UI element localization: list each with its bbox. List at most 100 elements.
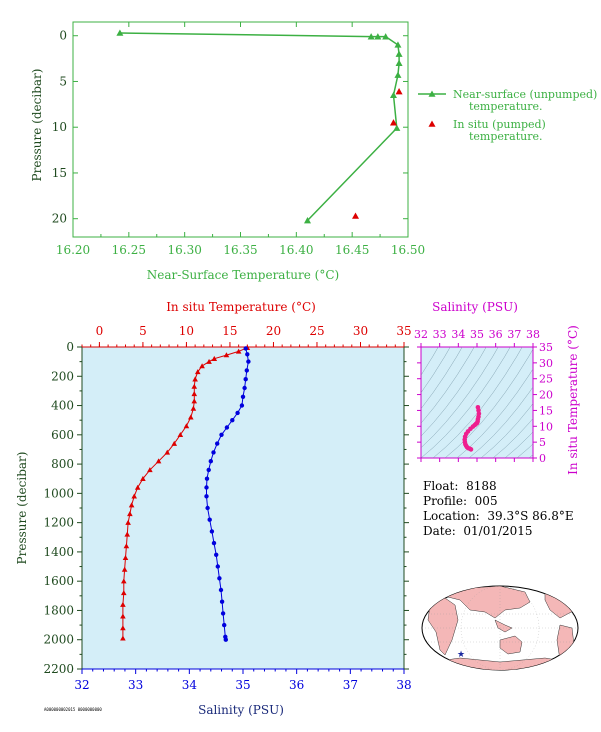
near-surface-unpumped-point <box>382 33 390 40</box>
ts-density-contour <box>421 347 439 376</box>
temperature-point <box>187 414 194 420</box>
location-value: 39.3°S 86.8°E <box>487 509 574 523</box>
legend-pumped-marker <box>428 120 436 127</box>
ts-x-tick-label: 37 <box>507 328 521 341</box>
ts-y-tick-label: 20 <box>539 389 553 402</box>
temperature-point <box>177 432 184 438</box>
ts-y-tick-label: 30 <box>539 357 553 370</box>
salinity-point <box>211 450 216 455</box>
profile-y-tick-label: 2200 <box>43 662 74 676</box>
date-value: 01/01/2015 <box>463 524 533 538</box>
ts-density-contour <box>421 347 463 409</box>
salinity-point <box>207 517 212 522</box>
temperature-point <box>155 458 162 464</box>
profile-y-tick-label: 2000 <box>43 633 74 647</box>
ts-density-contour <box>421 347 487 437</box>
near-surface-x-tick-label: 16.45 <box>335 243 369 257</box>
temperature-point <box>125 519 131 525</box>
legend-pumped-label-2: temperature. <box>469 130 543 143</box>
salinity-point <box>204 476 210 481</box>
star-icon: ★ <box>457 650 465 660</box>
temperature-point <box>235 348 242 354</box>
map-eurasia <box>439 586 531 619</box>
profile-y-tick-label: 1600 <box>43 574 74 588</box>
salinity-point <box>208 459 213 464</box>
near-surface-x-tick-label: 16.50 <box>391 243 425 257</box>
near-surface-unpumped-point <box>116 29 124 36</box>
salinity-point <box>222 622 227 628</box>
near-surface-x-tick-label: 16.25 <box>112 243 146 257</box>
salinity-point <box>209 529 215 534</box>
near-surface-unpumped-point <box>394 71 402 78</box>
ts-density-contour <box>504 431 533 458</box>
date-label: Date: <box>423 524 456 538</box>
ts-x-axis-label: Salinity (PSU) <box>432 300 518 314</box>
salinity-point <box>223 637 228 642</box>
profile-value: 005 <box>474 494 498 508</box>
near-surface-unpumped-point <box>367 33 375 40</box>
map-southeast-asia <box>494 619 513 633</box>
near-surface-chart: 16.20 16.25 16.30 16.35 16.40 16.45 16.50 0 5 10 1… <box>30 21 597 282</box>
salinity-tick-label: 35 <box>235 678 250 692</box>
near-surface-y-tick-label: 20 <box>52 212 67 226</box>
salinity-point <box>204 494 209 499</box>
temperature-point <box>121 566 128 572</box>
ts-y-tick-label: 5 <box>539 436 546 449</box>
near-surface-unpumped-point <box>374 33 382 40</box>
ts-density-contour <box>421 347 511 458</box>
location-row: Location: 39.3°S 86.8°E <box>423 509 574 524</box>
temperature-point <box>147 467 153 473</box>
location-label: Location: <box>423 509 480 523</box>
profile-y-tick-label: 0 <box>66 340 74 354</box>
near-surface-pumped-point <box>389 119 397 126</box>
profile-y-tick-label: 200 <box>51 369 74 383</box>
ts-x-tick-label: 32 <box>414 328 428 341</box>
near-surface-y-tick-label: 10 <box>52 120 67 134</box>
temperature-point <box>120 625 126 631</box>
profile-y-tick-label: 600 <box>51 428 74 442</box>
salinity-point <box>243 346 248 351</box>
temperature-point <box>171 440 178 446</box>
temperature-point <box>190 405 197 411</box>
salinity-point <box>235 410 240 416</box>
salinity-point <box>246 359 251 364</box>
ts-density-contours <box>421 347 533 458</box>
temperature-tick-label: 20 <box>266 324 281 338</box>
temperature-point <box>191 383 198 389</box>
temperature-point <box>120 578 127 584</box>
temperature-point <box>120 601 126 607</box>
near-surface-unpumped-point <box>395 59 403 66</box>
salinity-axis-label: Salinity (PSU) <box>198 703 284 717</box>
temperature-tick-label: 0 <box>96 324 104 338</box>
temperature-point <box>194 369 201 375</box>
near-surface-y-axis-label: Pressure (decibar) <box>30 69 44 182</box>
near-surface-x-tick-label: 16.35 <box>223 243 257 257</box>
temperature-tick-label: 35 <box>396 324 411 338</box>
near-surface-plot-frame <box>72 21 409 238</box>
near-surface-x-axis-label: Near-Surface Temperature (°C) <box>147 268 339 282</box>
salinity-point <box>242 385 247 391</box>
ts-density-contour <box>516 443 533 458</box>
float-value: 8188 <box>466 479 497 493</box>
near-surface-legend: Near-surface (unpumped)temperature.In si… <box>418 88 597 143</box>
temperature-point <box>131 493 138 499</box>
temperature-tick-label: 25 <box>309 324 324 338</box>
near-surface-unpumped-point <box>393 124 401 131</box>
ts-density-contour <box>421 347 499 448</box>
ts-y-tick-label: 0 <box>539 452 546 465</box>
profile-y-tick-label: 800 <box>51 457 74 471</box>
salinity-point <box>204 485 209 490</box>
footer-stamp: A000000002015 0000000000 <box>44 707 102 712</box>
near-surface-unpumped-point <box>389 91 397 98</box>
salinity-point <box>230 418 235 423</box>
temperature-point <box>120 635 126 641</box>
ts-density-contour <box>468 386 533 458</box>
temperature-point <box>127 511 133 517</box>
profile-row: Profile: 005 <box>423 494 574 509</box>
map-south-america <box>556 624 575 663</box>
temperature-tick-label: 30 <box>353 324 368 338</box>
ts-y-tick-label: 35 <box>539 341 553 354</box>
ts-x-tick-label: 35 <box>470 328 484 341</box>
temperature-point <box>223 352 230 358</box>
salinity-tick-label: 37 <box>343 678 358 692</box>
